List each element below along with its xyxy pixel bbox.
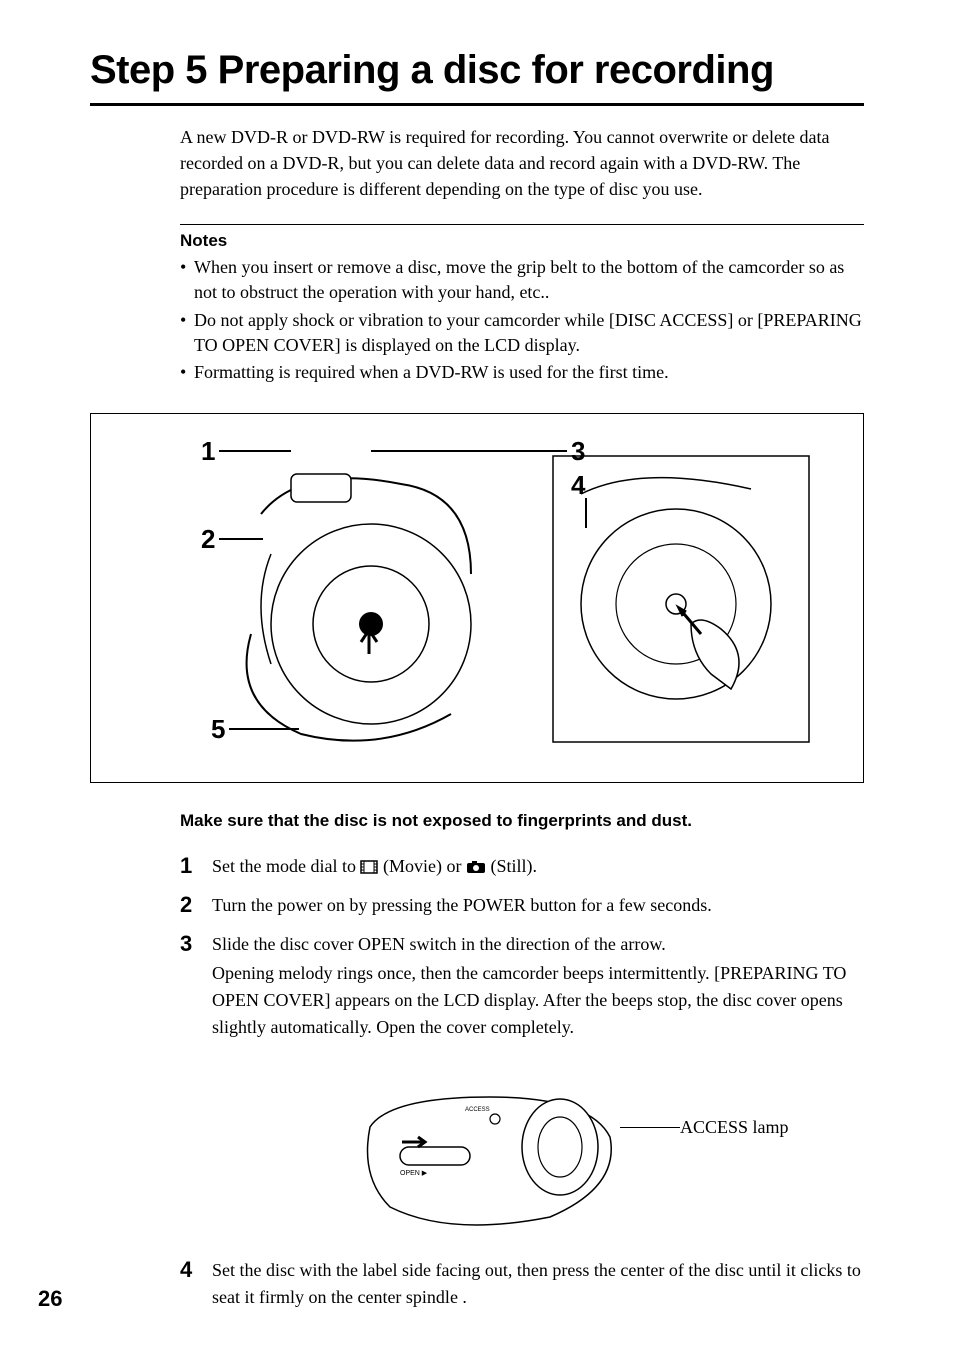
callout-label: 2	[201, 524, 215, 554]
svg-text:OPEN ▶: OPEN ▶	[400, 1170, 428, 1177]
step-item: 2 Turn the power on by pressing the POWE…	[180, 892, 864, 921]
step-text: Slide the disc cover OPEN switch in the …	[212, 931, 864, 1043]
body-column: A new DVD-R or DVD-RW is required for re…	[180, 124, 864, 385]
still-mode-icon	[466, 860, 486, 874]
callout-label: 3	[571, 436, 585, 466]
step-1-pre: Set the mode dial to	[212, 856, 360, 876]
step-4-text: Set the disc with the label side facing …	[212, 1257, 864, 1311]
disc-insert-illustration	[551, 454, 811, 744]
note-item: Do not apply shock or vibration to your …	[180, 308, 864, 358]
callout-label: 5	[211, 714, 225, 744]
access-lamp-figure: OPEN ▶ ACCESS ACCESS lamp	[180, 1057, 864, 1237]
step-number: 1	[180, 853, 198, 882]
callout-5: 5	[211, 714, 225, 745]
callout-label: 1	[201, 436, 215, 466]
access-leader-line	[620, 1127, 680, 1128]
access-lamp-label: ACCESS lamp	[680, 1117, 789, 1138]
callout-label: 4	[571, 470, 585, 500]
step-text: Turn the power on by pressing the POWER …	[212, 892, 712, 921]
step-item: 1 Set the mode dial to (Movie) or (Still…	[180, 853, 864, 882]
page-number: 26	[38, 1286, 62, 1312]
svg-text:ACCESS: ACCESS	[465, 1107, 490, 1113]
steps-list: 1 Set the mode dial to (Movie) or (Still…	[180, 853, 864, 1043]
page-title: Step 5 Preparing a disc for recording	[90, 48, 864, 106]
step-3-line1: Slide the disc cover OPEN switch in the …	[212, 931, 864, 958]
subheading: Make sure that the disc is not exposed t…	[180, 811, 864, 831]
callout-3: 3	[571, 436, 585, 467]
notes-divider	[180, 224, 864, 225]
step-text: Set the disc with the label side facing …	[212, 1257, 864, 1313]
figure-box: 1 2 3 4 5	[90, 413, 864, 783]
callout-2: 2	[201, 524, 215, 555]
callout-4: 4	[571, 470, 585, 501]
camcorder-open-illustration	[221, 454, 491, 744]
note-item: Formatting is required when a DVD-RW is …	[180, 360, 864, 385]
step-number: 3	[180, 931, 198, 1043]
notes-list: When you insert or remove a disc, move t…	[180, 255, 864, 385]
movie-mode-icon	[360, 860, 378, 874]
body-column-2: Make sure that the disc is not exposed t…	[180, 811, 864, 1313]
step-number: 4	[180, 1257, 198, 1313]
camcorder-top-illustration: OPEN ▶ ACCESS	[330, 1057, 630, 1237]
step-2-text: Turn the power on by pressing the POWER …	[212, 892, 712, 919]
intro-paragraph: A new DVD-R or DVD-RW is required for re…	[180, 124, 864, 202]
step-item: 4 Set the disc with the label side facin…	[180, 1257, 864, 1313]
note-item: When you insert or remove a disc, move t…	[180, 255, 864, 305]
notes-heading: Notes	[180, 231, 864, 251]
steps-list-2: 4 Set the disc with the label side facin…	[180, 1257, 864, 1313]
step-3-line2: Opening melody rings once, then the camc…	[212, 960, 864, 1041]
manual-page: Step 5 Preparing a disc for recording A …	[0, 0, 954, 1352]
step-1-mid: (Movie) or	[378, 856, 465, 876]
step-text: Set the mode dial to (Movie) or (Still).	[212, 853, 537, 882]
step-number: 2	[180, 892, 198, 921]
callout-1: 1	[201, 436, 215, 467]
step-1-post: (Still).	[486, 856, 537, 876]
step-item: 3 Slide the disc cover OPEN switch in th…	[180, 931, 864, 1043]
